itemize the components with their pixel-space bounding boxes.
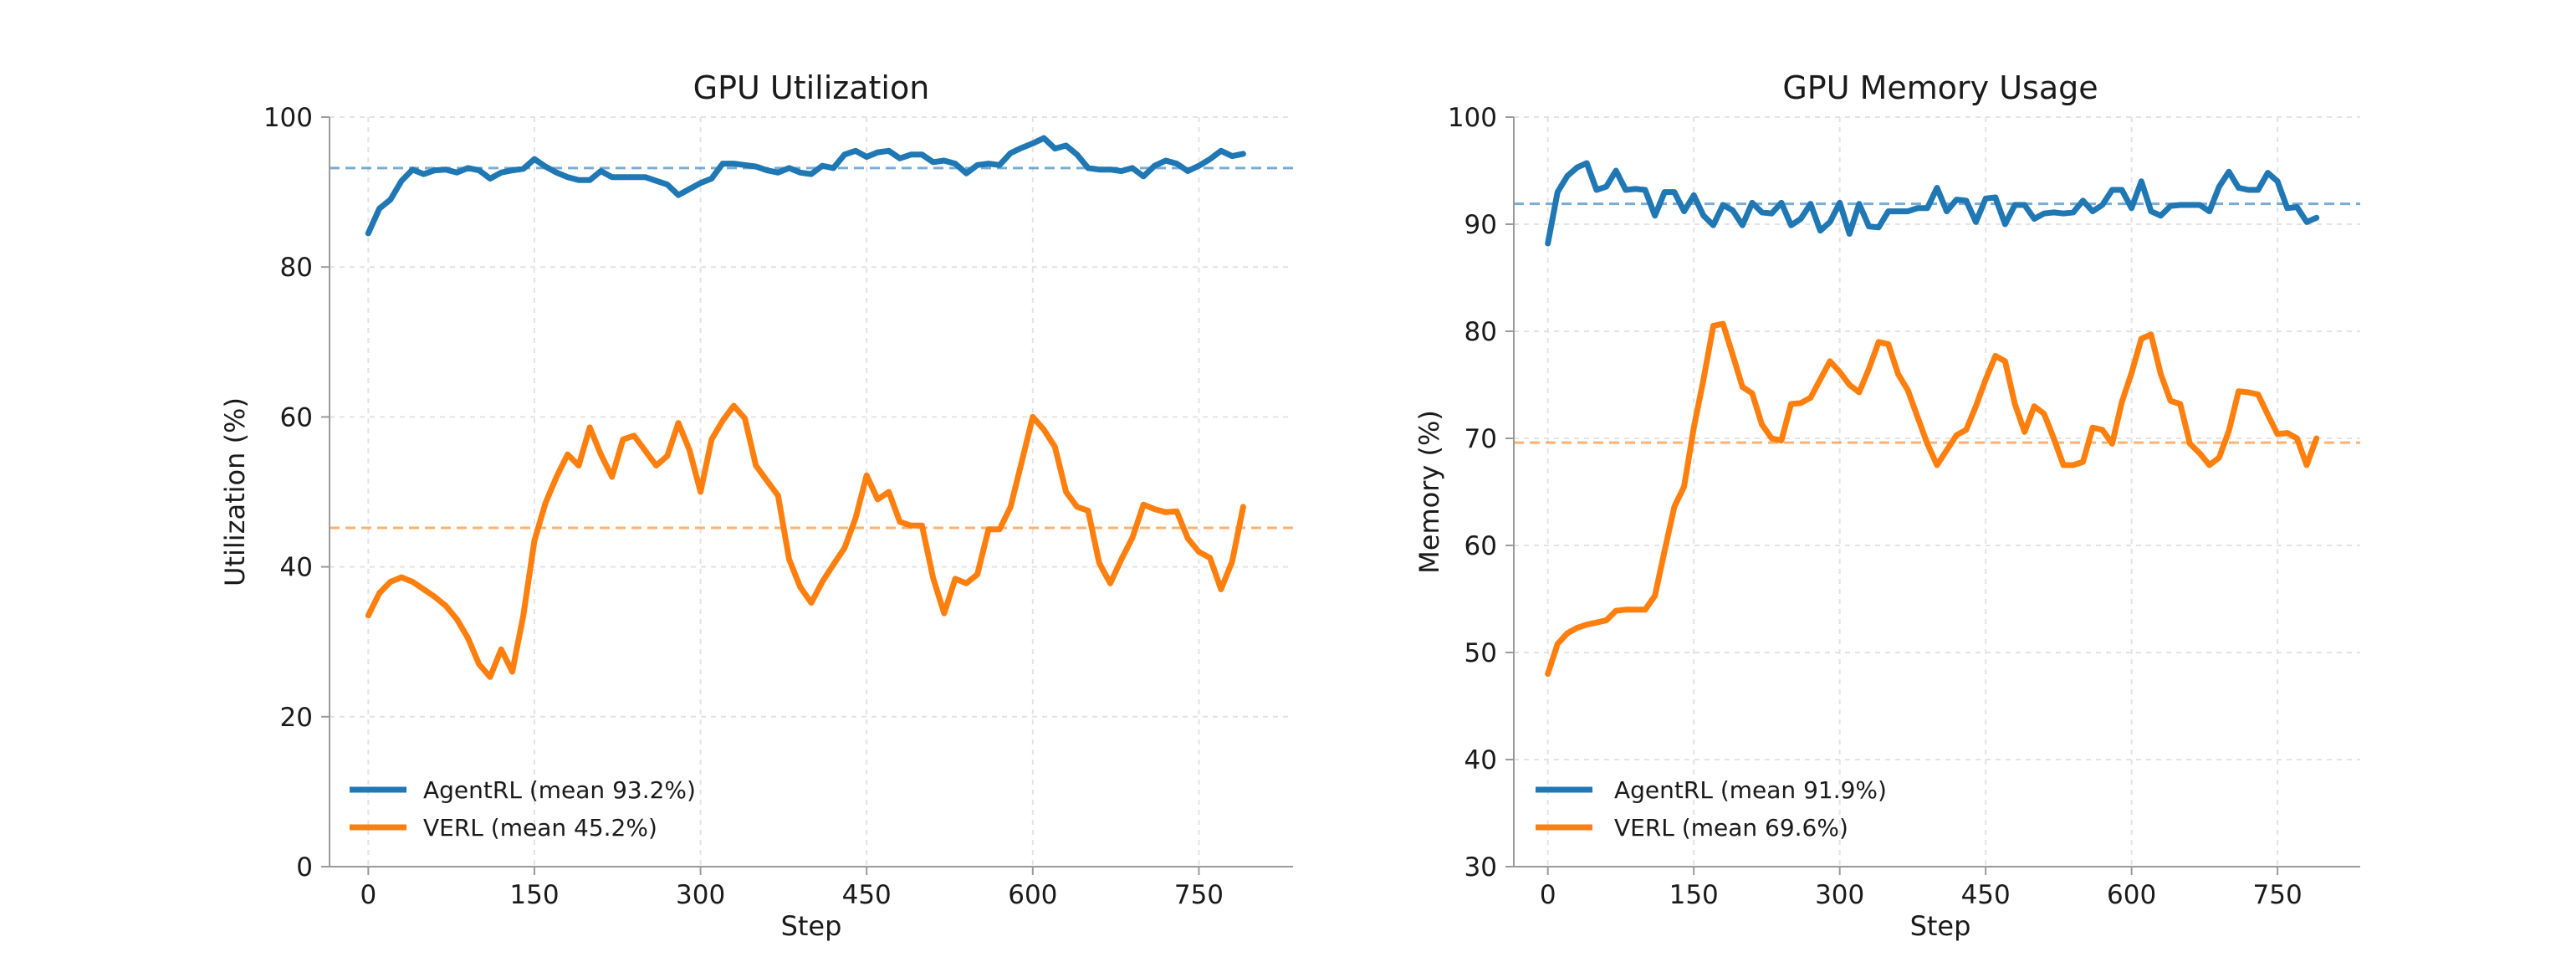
x-tick-label: 600 xyxy=(1008,880,1057,910)
legend: AgentRL (mean 91.9%) VERL (mean 69.6%) xyxy=(1536,776,1887,842)
x-axis-label: Step xyxy=(1910,910,1971,942)
chart-title: GPU Utilization xyxy=(693,69,930,106)
y-tick-label: 70 xyxy=(1464,424,1497,454)
y-tick-label: 0 xyxy=(296,852,313,883)
y-tick-label: 90 xyxy=(1464,210,1497,240)
legend-label-verl: VERL (mean 45.2%) xyxy=(423,814,657,842)
y-tick-label: 60 xyxy=(1464,531,1497,561)
x-tick-label: 0 xyxy=(1540,880,1556,910)
y-axis-label: Utilization (%) xyxy=(219,397,251,586)
y-tick-label: 40 xyxy=(280,553,313,583)
chart-title: GPU Memory Usage xyxy=(1782,69,2098,106)
legend-label-agentrl: AgentRL (mean 93.2%) xyxy=(423,776,696,804)
y-tick-label: 100 xyxy=(1448,103,1497,133)
x-tick-label: 750 xyxy=(2253,880,2303,910)
x-tick-label: 150 xyxy=(509,880,559,910)
series-line-verl xyxy=(1545,320,2320,678)
legend-label-agentrl: AgentRL (mean 91.9%) xyxy=(1614,776,1887,804)
y-tick-label: 100 xyxy=(263,103,313,133)
x-axis-label: Step xyxy=(781,910,842,942)
gpu-memory-usage-chart: GPU Memory Usage Step Memory (%) 0 150 300… xyxy=(1413,69,2360,942)
y-tick-label: 40 xyxy=(1464,745,1497,775)
y-tick-label: 80 xyxy=(280,253,313,283)
x-tick-label: 0 xyxy=(360,880,376,910)
y-tick-label: 30 xyxy=(1464,852,1497,883)
y-tick-label: 80 xyxy=(1464,317,1497,347)
legend-label-verl: VERL (mean 69.6%) xyxy=(1614,814,1848,842)
x-tick-label: 450 xyxy=(1961,880,2011,910)
y-tick-label: 20 xyxy=(280,703,313,733)
series-line-agentrl xyxy=(1545,160,2320,247)
x-tick-label: 750 xyxy=(1174,880,1224,910)
x-tick-label: 150 xyxy=(1669,880,1719,910)
y-axis-label: Memory (%) xyxy=(1413,410,1445,574)
series-line-verl xyxy=(365,402,1246,680)
legend: AgentRL (mean 93.2%) VERL (mean 45.2%) xyxy=(350,776,696,842)
gpu-utilization-chart: GPU Utilization Step Utilization (%) 0 15… xyxy=(219,69,1293,942)
x-tick-label: 450 xyxy=(842,880,892,910)
y-tick-label: 50 xyxy=(1464,638,1497,668)
y-tick-label: 60 xyxy=(280,402,313,432)
x-tick-label: 300 xyxy=(676,880,725,910)
x-tick-label: 600 xyxy=(2107,880,2156,910)
series-line-agentrl xyxy=(365,135,1246,237)
x-tick-label: 300 xyxy=(1815,880,1864,910)
